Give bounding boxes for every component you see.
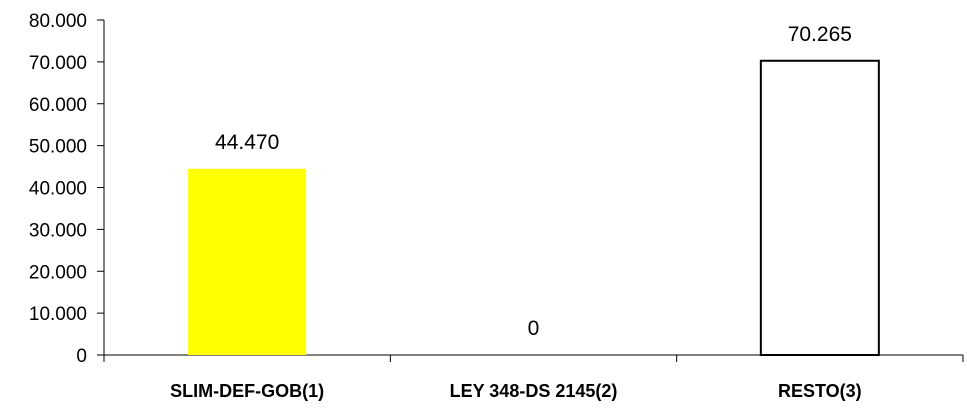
data-label: 44.470 xyxy=(215,131,279,154)
category-labels: SLIM-DEF-GOB(1) LEY 348-DS 2145(2) RESTO(3… xyxy=(170,381,862,401)
y-tick-label: 0 xyxy=(76,346,87,367)
data-label: 0 xyxy=(528,317,540,340)
y-tick-label: 10.000 xyxy=(29,304,87,325)
bars xyxy=(188,59,880,356)
category-label: RESTO(3) xyxy=(778,381,862,401)
y-tick-label: 70.000 xyxy=(29,53,87,74)
bar xyxy=(759,59,880,356)
y-axis: 0 10.000 20.000 30.000 40.000 50.000 60.000 70.… xyxy=(29,11,105,367)
y-tick-label: 40.000 xyxy=(29,179,87,200)
x-axis xyxy=(103,354,964,362)
data-label: 70.265 xyxy=(788,23,852,46)
bar xyxy=(188,168,307,355)
data-labels: 44.470 0 70.265 xyxy=(215,23,852,340)
y-tick-label: 20.000 xyxy=(29,262,87,283)
y-tick-label: 80.000 xyxy=(29,11,87,32)
y-tick-label: 50.000 xyxy=(29,137,87,158)
y-tick-label: 30.000 xyxy=(29,220,87,241)
category-label: SLIM-DEF-GOB(1) xyxy=(170,381,324,401)
y-tick-label: 60.000 xyxy=(29,95,87,116)
category-label: LEY 348-DS 2145(2) xyxy=(450,381,618,401)
